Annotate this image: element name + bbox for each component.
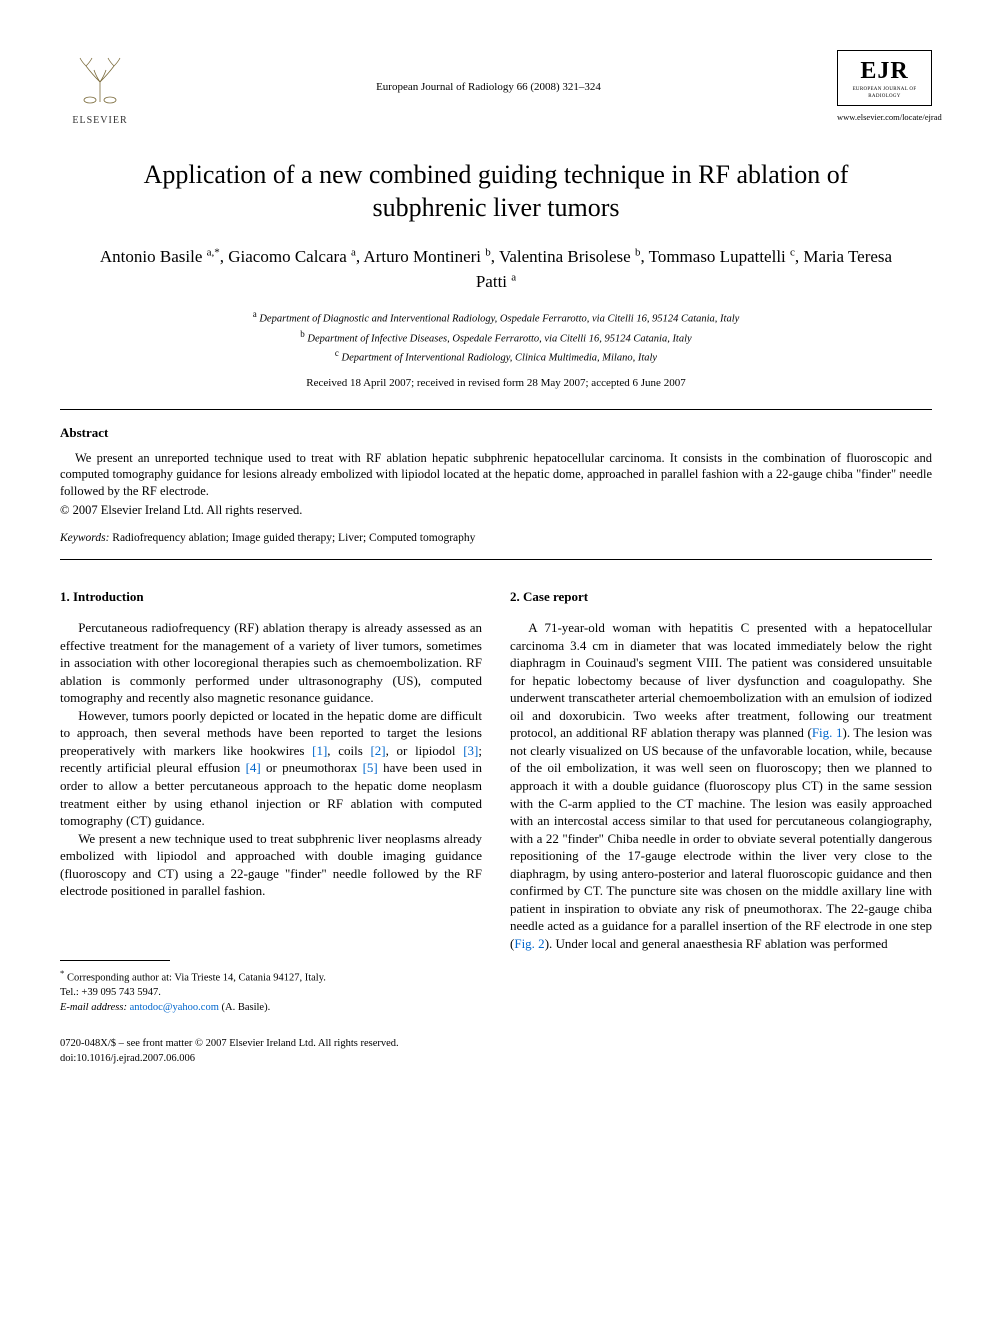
elsevier-label: ELSEVIER	[60, 114, 140, 128]
ref-link[interactable]: [1]	[312, 743, 327, 758]
email-link[interactable]: antodoc@yahoo.com	[130, 1002, 219, 1013]
article-dates: Received 18 April 2007; received in revi…	[60, 376, 932, 391]
paragraph: Percutaneous radiofrequency (RF) ablatio…	[60, 619, 482, 707]
ref-link[interactable]: [3]	[463, 743, 478, 758]
case-body: A 71-year-old woman with hepatitis C pre…	[510, 619, 932, 952]
figure-ref[interactable]: Fig. 2	[514, 936, 544, 951]
footnotes: * Corresponding author at: Via Trieste 1…	[60, 967, 482, 1016]
abstract-heading: Abstract	[60, 424, 932, 442]
abstract-copyright: © 2007 Elsevier Ireland Ltd. All rights …	[60, 502, 932, 519]
case-heading: 2. Case report	[510, 588, 932, 606]
ejr-box: EJR EUROPEAN JOURNAL OF RADIOLOGY	[837, 50, 932, 106]
keywords: Keywords: Radiofrequency ablation; Image…	[60, 531, 932, 547]
figure-ref[interactable]: Fig. 1	[812, 725, 843, 740]
doi-block: 0720-048X/$ – see front matter © 2007 El…	[60, 1037, 932, 1065]
elsevier-tree-icon	[70, 50, 130, 110]
paragraph: We present a new technique used to treat…	[60, 830, 482, 900]
journal-citation: European Journal of Radiology 66 (2008) …	[140, 50, 837, 95]
rule-top	[60, 409, 932, 410]
intro-heading: 1. Introduction	[60, 588, 482, 606]
paragraph: However, tumors poorly depicted or locat…	[60, 707, 482, 830]
front-matter-line: 0720-048X/$ – see front matter © 2007 El…	[60, 1037, 932, 1051]
keywords-text: Radiofrequency ablation; Image guided th…	[112, 532, 475, 544]
body-columns: 1. Introduction Percutaneous radiofreque…	[60, 588, 932, 1016]
paragraph: A 71-year-old woman with hepatitis C pre…	[510, 619, 932, 952]
right-column: 2. Case report A 71-year-old woman with …	[510, 588, 932, 1016]
affiliations: a Department of Diagnostic and Intervent…	[60, 308, 932, 366]
author-list: Antonio Basile a,*, Giacomo Calcara a, A…	[90, 245, 902, 294]
abstract-section: Abstract We present an unreported techni…	[60, 424, 932, 519]
page-header: ELSEVIER European Journal of Radiology 6…	[60, 50, 932, 128]
affiliation-b: b Department of Infective Diseases, Ospe…	[60, 328, 932, 347]
footnote-separator	[60, 960, 170, 961]
ref-link[interactable]: [2]	[370, 743, 385, 758]
abstract-text: We present an unreported technique used …	[60, 450, 932, 501]
left-column: 1. Introduction Percutaneous radiofreque…	[60, 588, 482, 1016]
article-title: Application of a new combined guiding te…	[100, 158, 892, 226]
doi-line: doi:10.1016/j.ejrad.2007.06.006	[60, 1052, 932, 1066]
keywords-label: Keywords:	[60, 532, 109, 544]
ref-link[interactable]: [4]	[246, 760, 261, 775]
ref-link[interactable]: [5]	[363, 760, 378, 775]
elsevier-logo: ELSEVIER	[60, 50, 140, 128]
affiliation-c: c Department of Interventional Radiology…	[60, 347, 932, 366]
affiliation-a: a Department of Diagnostic and Intervent…	[60, 308, 932, 327]
rule-bottom	[60, 559, 932, 560]
journal-url[interactable]: www.elsevier.com/locate/ejrad	[837, 112, 932, 123]
corresponding-email: E-mail address: antodoc@yahoo.com (A. Ba…	[60, 1001, 482, 1016]
intro-body: Percutaneous radiofrequency (RF) ablatio…	[60, 619, 482, 900]
journal-logo: EJR EUROPEAN JOURNAL OF RADIOLOGY www.el…	[837, 50, 932, 123]
ejr-abbrev: EJR	[846, 55, 923, 87]
ejr-fullname: EUROPEAN JOURNAL OF RADIOLOGY	[846, 87, 923, 101]
corresponding-author: * Corresponding author at: Via Trieste 1…	[60, 967, 482, 986]
corresponding-tel: Tel.: +39 095 743 5947.	[60, 986, 482, 1001]
